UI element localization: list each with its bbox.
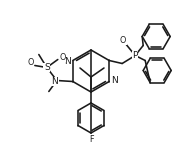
Text: O: O [120,36,126,45]
Text: N: N [111,76,117,85]
Text: O: O [28,58,34,67]
Text: N: N [51,77,58,86]
Text: O: O [60,53,66,62]
Text: P: P [132,51,138,60]
Text: S: S [44,63,50,72]
Text: N: N [64,57,71,66]
Text: F: F [89,135,93,144]
